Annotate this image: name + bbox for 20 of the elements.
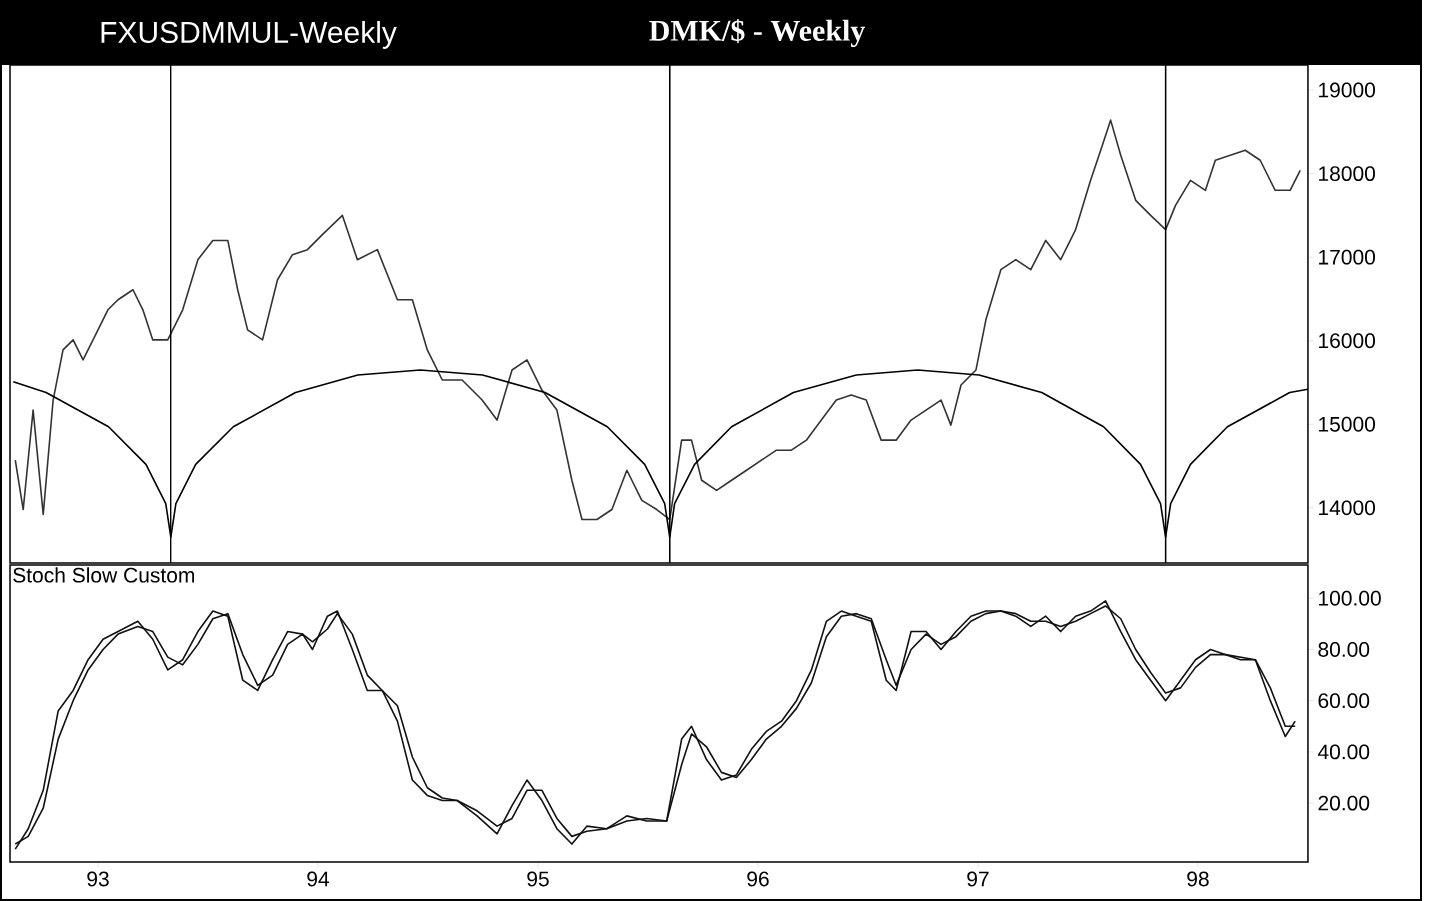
y-tick-label: 20.00: [1318, 795, 1370, 811]
y-tick-label: 40.00: [1317, 744, 1370, 760]
y-tick-label: 18000: [1319, 166, 1376, 182]
x-tick-label: 97: [967, 871, 989, 887]
x-tick-label: 93: [87, 871, 109, 887]
y-tick-label: 14000: [1319, 500, 1376, 516]
y-tick-label: 80.00: [1318, 642, 1370, 657]
y-tick-label: 19000: [1319, 82, 1376, 98]
y-tick-label: 15000: [1319, 416, 1376, 432]
y-tick-label: 16000: [1319, 333, 1376, 349]
chart-title: Stoch Slow Custom: [13, 567, 195, 583]
x-tick-label: 96: [747, 871, 769, 887]
x-tick-label: 95: [527, 871, 549, 887]
chart-title: DMK/$ - Weekly: [649, 18, 866, 48]
x-tick-label: 98: [1187, 871, 1209, 887]
x-tick-label: 94: [307, 871, 330, 887]
y-tick-label: 100.00: [1319, 590, 1381, 606]
text: FXUSDMMUL-Weekly: [101, 21, 397, 49]
y-tick-label: 60.00: [1318, 693, 1370, 709]
y-tick-label: 17000: [1319, 249, 1376, 265]
